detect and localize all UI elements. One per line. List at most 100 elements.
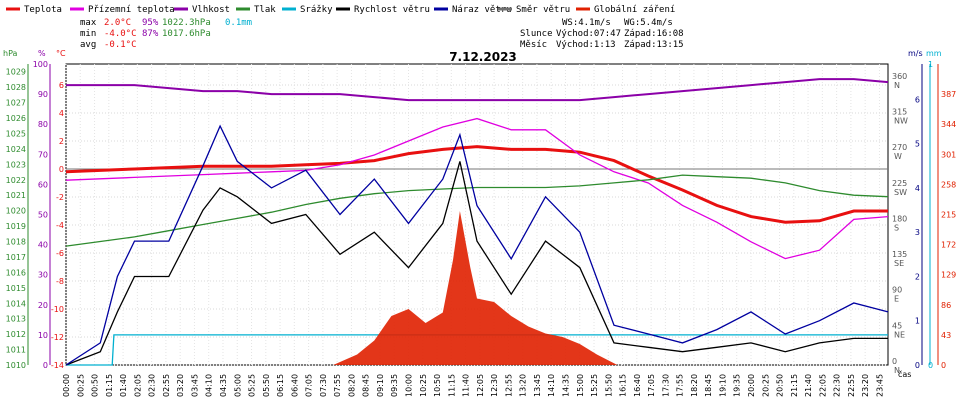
info-ws: WS:4.1m/s bbox=[562, 18, 611, 28]
hpa-tick-label: 1026 bbox=[6, 114, 26, 123]
x-tick-label: 05:00 bbox=[233, 374, 242, 397]
wm2-tick-label: 387 bbox=[941, 90, 956, 99]
x-tick-label: 07:55 bbox=[333, 374, 342, 397]
x-tick-label: 13:45 bbox=[533, 374, 542, 397]
x-tick-label: 10:50 bbox=[433, 374, 442, 397]
dir-tick-compass: N bbox=[894, 366, 900, 375]
x-tick-label: 23:20 bbox=[861, 374, 870, 397]
dir-tick-degrees: 315 bbox=[892, 107, 907, 116]
legend-label: Srážky bbox=[300, 5, 333, 15]
hpa-tick-label: 1027 bbox=[6, 99, 26, 108]
series-vlhkost bbox=[66, 78, 889, 102]
x-tick-label: 23:45 bbox=[875, 374, 884, 397]
hpa-tick-label: 1013 bbox=[6, 315, 26, 324]
legend-label: Vlhkost bbox=[192, 5, 230, 15]
legend-label: Globální záření bbox=[594, 5, 675, 15]
pct-tick-label: 80 bbox=[38, 120, 48, 129]
x-tick-label: 05:25 bbox=[248, 374, 257, 397]
hpa-axis-unit: hPa bbox=[3, 49, 18, 58]
x-tick-label: 12:05 bbox=[476, 374, 485, 397]
pct-axis-unit: % bbox=[38, 49, 46, 58]
hpa-tick-label: 1017 bbox=[6, 253, 26, 262]
x-tick-label: 10:25 bbox=[419, 374, 428, 397]
x-tick-label: 02:05 bbox=[133, 374, 142, 397]
wm2-tick-label: 344 bbox=[941, 120, 956, 129]
info-moon-rise: Východ:1:13 bbox=[556, 40, 616, 50]
x-tick-label: 14:10 bbox=[547, 374, 556, 397]
ms-tick-label: 3 bbox=[915, 228, 920, 237]
x-tick-label: 16:15 bbox=[619, 374, 628, 397]
x-tick-label: 15:25 bbox=[590, 374, 599, 397]
stats-max-press: 1022.3hPa bbox=[162, 18, 211, 28]
stats-rain: 0.1mm bbox=[225, 18, 252, 28]
legend-label: Teplota bbox=[24, 5, 62, 15]
dir-tick-compass: E bbox=[894, 295, 899, 304]
x-tick-label: 21:15 bbox=[790, 374, 799, 397]
x-tick-label: 09:35 bbox=[390, 374, 399, 397]
x-tick-label: 12:30 bbox=[490, 374, 499, 397]
ms-tick-label: 6 bbox=[915, 95, 920, 104]
stats-min-hum: 87% bbox=[142, 29, 159, 39]
hpa-tick-label: 1025 bbox=[6, 129, 26, 138]
hpa-tick-label: 1020 bbox=[6, 207, 26, 216]
info-sun-rise: Východ:07:47 bbox=[556, 29, 621, 39]
temp-tick-label: 0 bbox=[59, 165, 64, 174]
x-tick-label: 00:25 bbox=[76, 374, 85, 397]
x-tick-label: 06:15 bbox=[276, 374, 285, 397]
x-tick-label: 18:20 bbox=[690, 374, 699, 397]
x-tick-label: 06:40 bbox=[290, 374, 299, 397]
hpa-tick-label: 1028 bbox=[6, 83, 26, 92]
mm-tick-label: 1 bbox=[928, 60, 933, 69]
pct-tick-label: 100 bbox=[33, 60, 48, 69]
x-axis: 00:00 00:25 00:50 01:15 01:40 02:05 02:30 02:55… bbox=[62, 369, 911, 397]
stats-min-label: min bbox=[80, 29, 96, 39]
dir-tick-degrees: 135 bbox=[892, 250, 907, 259]
temp-tick-label: -8 bbox=[56, 277, 64, 286]
hpa-tick-label: 1029 bbox=[6, 68, 26, 77]
series-glob-ln-z-en- bbox=[333, 211, 618, 365]
stats-avg-temp: -0.1°C bbox=[104, 40, 137, 50]
hpa-tick-label: 1016 bbox=[6, 268, 26, 277]
info-moon-set: Západ:13:15 bbox=[624, 40, 684, 50]
legend-label: Náraz větru bbox=[452, 5, 512, 15]
x-tick-label: 05:50 bbox=[262, 374, 271, 397]
chart-title: 7.12.2023 bbox=[449, 50, 517, 64]
temp-tick-label: -10 bbox=[51, 305, 64, 314]
x-tick-label: 07:30 bbox=[319, 374, 328, 397]
plot-area bbox=[65, 78, 889, 366]
temp-axis-unit: °C bbox=[56, 49, 66, 58]
hpa-tick-label: 1015 bbox=[6, 284, 26, 293]
hpa-tick-label: 1014 bbox=[6, 299, 26, 308]
x-tick-label: 15:00 bbox=[576, 374, 585, 397]
dir-tick-degrees: 360 bbox=[892, 72, 907, 81]
hpa-tick-label: 1022 bbox=[6, 176, 26, 185]
hpa-tick-label: 1011 bbox=[6, 346, 26, 355]
temp-tick-label: -6 bbox=[56, 249, 64, 258]
x-tick-label: 02:55 bbox=[162, 374, 171, 397]
x-tick-label: 22:30 bbox=[833, 374, 842, 397]
wm2-tick-label: 43 bbox=[941, 331, 951, 340]
pct-tick-label: 90 bbox=[38, 90, 48, 99]
wm2-tick-label: 301 bbox=[941, 150, 956, 159]
x-tick-label: 11:15 bbox=[447, 374, 456, 397]
wm2-tick-label: 258 bbox=[941, 180, 956, 189]
legend-label: Směr větru bbox=[516, 5, 570, 15]
info-moon-label: Měsíc bbox=[520, 40, 547, 50]
temp-tick-label: -12 bbox=[51, 333, 64, 342]
x-tick-label: 19:10 bbox=[718, 374, 727, 397]
ms-tick-label: 1 bbox=[915, 317, 920, 326]
dir-tick-degrees: 225 bbox=[892, 179, 907, 188]
x-tick-label: 22:55 bbox=[847, 374, 856, 397]
hpa-tick-label: 1018 bbox=[6, 238, 26, 247]
series-n-raz-v-tru bbox=[65, 124, 889, 366]
x-tick-label: 20:00 bbox=[747, 374, 756, 397]
dir-tick-compass: N bbox=[894, 81, 900, 90]
wm2-tick-label: 0 bbox=[941, 361, 946, 370]
dir-tick-compass: SE bbox=[894, 259, 904, 268]
temp-tick-label: 2 bbox=[59, 137, 64, 146]
x-tick-label: 20:50 bbox=[776, 374, 785, 397]
wm2-tick-label: 86 bbox=[941, 301, 951, 310]
x-tick-label: 08:45 bbox=[362, 374, 371, 397]
wm2-tick-label: 129 bbox=[941, 271, 956, 280]
temp-tick-label: 6 bbox=[59, 81, 64, 90]
